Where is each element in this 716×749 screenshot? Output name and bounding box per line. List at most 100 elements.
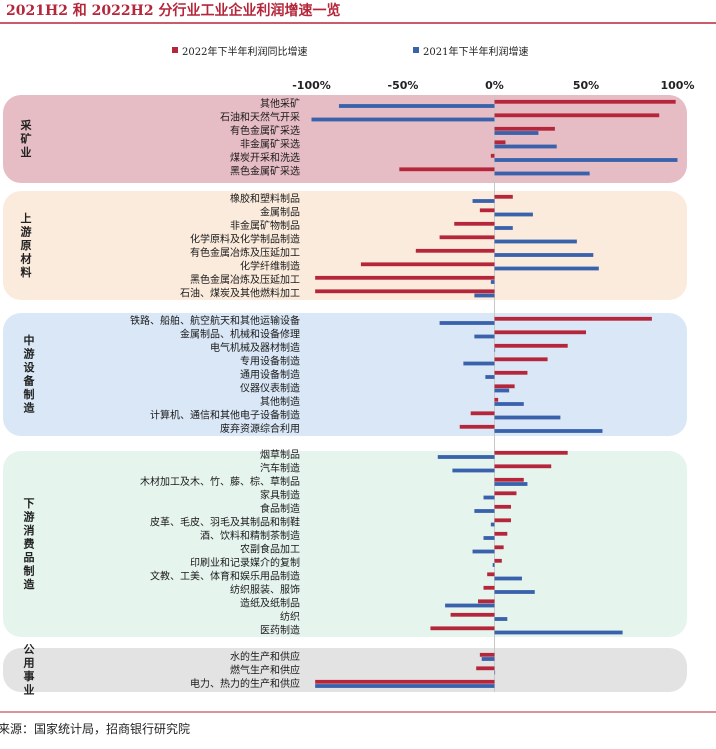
bar-2021 [452,468,495,473]
bar-2022 [494,531,508,536]
group-label: 下游消费品制造 [24,497,36,591]
bar-2021 [494,158,678,162]
bar-2022 [476,666,495,671]
category-label: 汽车制造 [260,462,300,475]
category-label: 造纸及纸制品 [240,597,300,610]
group-panel [3,191,687,300]
bar-2021 [494,266,599,271]
category-label: 石油、煤炭及其他燃料加工 [180,287,300,300]
group-panel [3,95,687,183]
x-tick-label: -100% [292,79,331,92]
bar-2022 [494,464,552,469]
bar-2021 [494,226,513,230]
category-label: 烟草制品 [260,448,300,461]
bar-2022 [494,504,511,509]
category-label: 金属制品 [260,206,300,219]
category-label: 有色金属冶炼及压延加工 [190,246,300,259]
bar-2021 [315,684,495,688]
category-label: 纺织服装、服饰 [230,583,300,596]
bar-2022 [439,235,495,240]
category-label: 水的生产和供应 [230,650,300,663]
category-label: 农副食品加工 [240,543,300,556]
category-label: 废弃资源综合利用 [220,422,300,435]
bar-2022 [459,424,495,429]
bar-2021 [483,495,495,500]
bar-2021 [494,482,528,486]
category-label: 食品制造 [260,502,300,515]
category-label: 医药制造 [260,624,300,637]
bar-2022 [494,450,568,455]
bar-2021 [445,603,495,608]
bar-2021 [494,253,594,257]
bar-2021 [474,509,495,513]
category-label: 煤炭开采和洗选 [230,151,300,164]
bar-2022 [494,491,517,496]
category-label: 石油和天然气开采 [220,111,300,124]
category-label: 非金属矿采选 [240,138,300,151]
bar-2022 [494,316,652,321]
category-label: 皮革、毛皮、羽毛及其制品和制鞋 [150,516,300,529]
bar-2021 [494,348,496,352]
bar-2021 [472,549,495,554]
chart-title: 图：2021H2 和 2022H2 分行业工业企业利润增速一览 [0,2,341,19]
bar-2021 [437,455,495,459]
bar-2021 [494,670,496,675]
category-label: 化学纤维制造 [240,260,300,273]
bar-2021 [481,657,495,661]
bar-2021 [494,144,557,149]
bar-2022 [487,572,495,577]
bar-2022 [494,194,513,199]
category-label: 家具制造 [260,489,300,502]
category-label: 化学原料及化学制品制造 [190,233,300,246]
bar-2022 [494,397,499,402]
bar-2021 [474,334,495,339]
bar-2022 [494,126,555,131]
x-tick-label: 0% [485,79,504,92]
bar-2022 [494,99,676,104]
bar-2021 [485,375,495,379]
bar-2022 [479,652,495,657]
bar-2022 [315,275,495,280]
bar-2022 [494,140,506,145]
group-panel [3,451,687,637]
bar-2022 [494,370,528,375]
bar-2022 [494,330,586,335]
category-label: 橡胶和塑料制品 [230,192,300,205]
bar-2021 [494,576,522,581]
bar-2021 [472,199,495,203]
group-label: 上游原材料 [21,211,32,279]
bar-2022 [494,558,502,563]
bar-2022 [479,208,495,213]
category-label: 其他采矿 [260,97,300,110]
legend-label-2022: 2022年下半年利润同比增速 [182,45,307,58]
chart-legend: 2022年下半年利润同比增速 2021年下半年利润增速 [172,45,528,58]
bar-2021 [483,536,495,540]
bar-2022 [494,343,568,348]
bar-2021 [463,361,495,366]
legend-label-2021: 2021年下半年利润增速 [423,45,528,58]
category-label: 通用设备制造 [240,368,300,381]
group-panel [3,648,687,692]
bar-2021 [311,117,495,122]
bar-2022 [315,289,495,294]
bar-2022 [494,545,504,550]
category-label: 文教、工美、体育和娱乐用品制造 [150,570,300,583]
category-label: 金属制品、机械和设备修理 [180,328,300,341]
bar-2021 [492,563,495,567]
bar-2021 [494,388,510,393]
category-label: 电气机械及器材制造 [210,341,300,354]
bar-2021 [494,415,561,420]
group-label: 采矿业 [20,118,33,159]
bar-2021 [338,104,495,108]
bar-2021 [494,617,508,621]
category-label: 铁路、船舶、航空航天和其他运输设备 [130,314,300,327]
category-label: 酒、饮料和精制茶制造 [200,529,300,542]
source-note: 资料来源：国家统计局，招商银行研究院 [0,721,190,736]
bar-2021 [490,522,495,527]
bar-2021 [490,280,495,284]
bar-2022 [450,612,495,617]
bar-2022 [490,153,495,158]
bar-2022 [494,384,515,389]
category-label: 专用设备制造 [240,355,300,368]
